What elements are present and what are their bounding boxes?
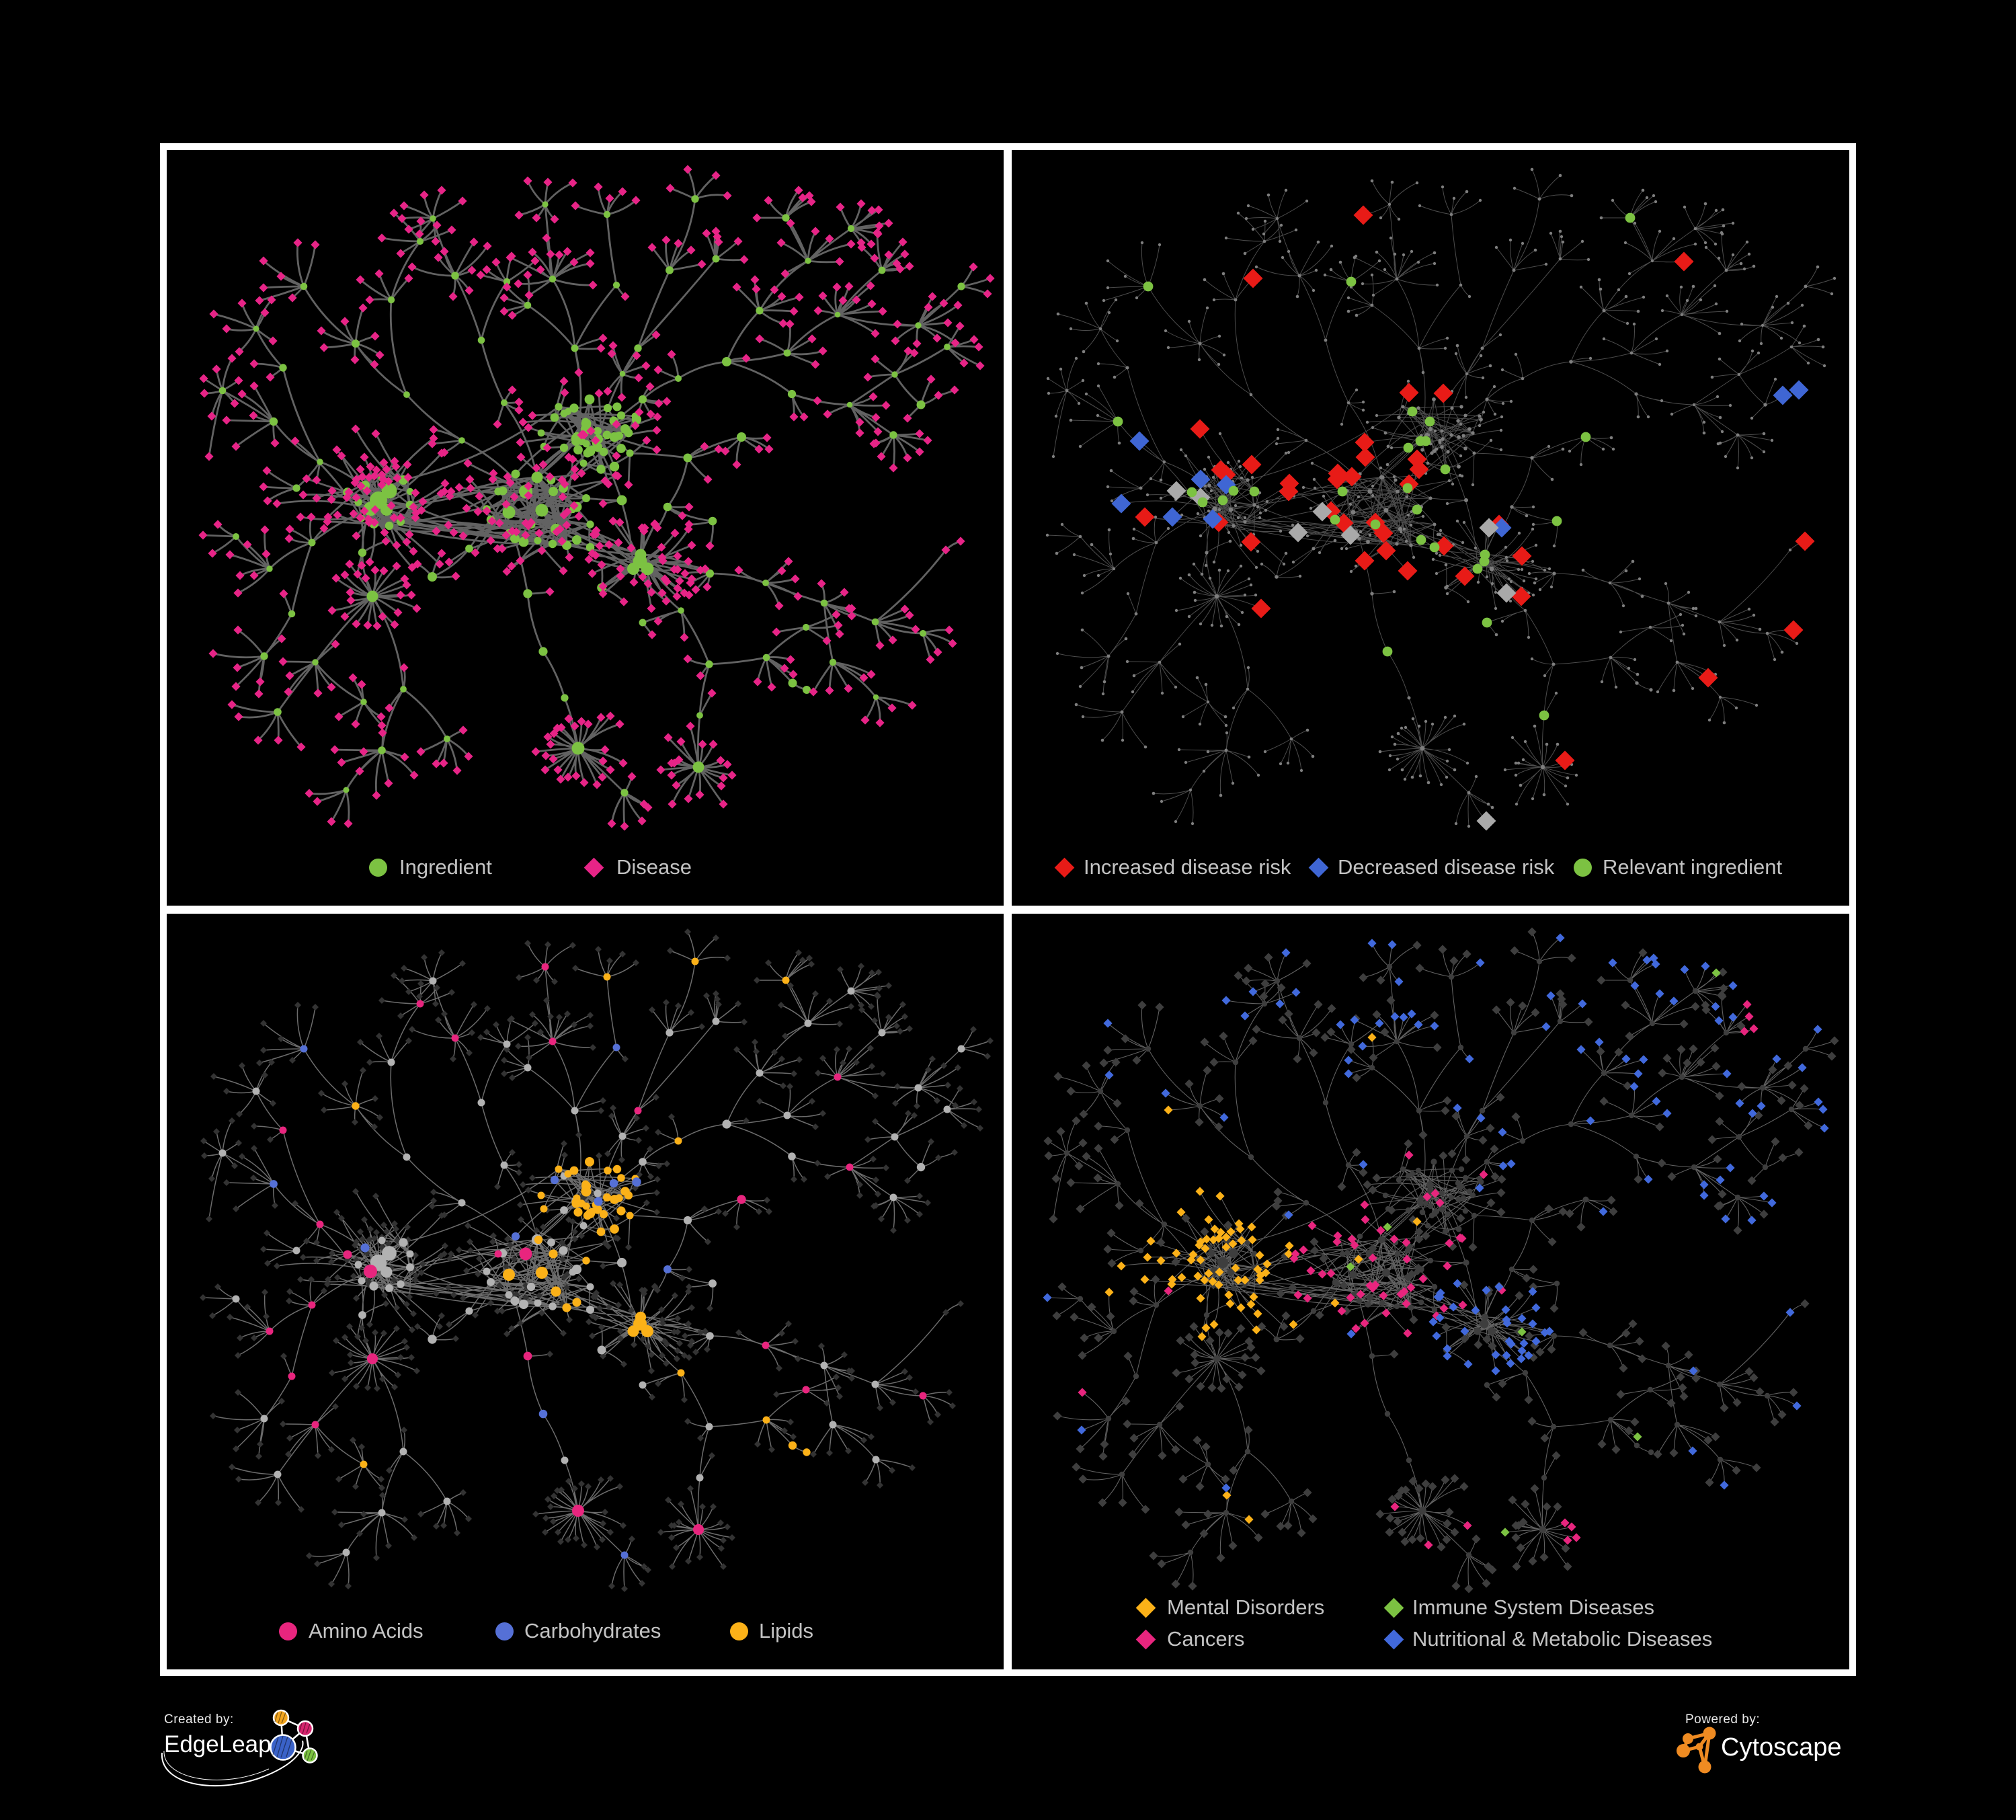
svg-text:Created by:: Created by: — [164, 1712, 234, 1727]
svg-text:Powered by:: Powered by: — [1685, 1712, 1760, 1727]
svg-text:Cytoscape: Cytoscape — [1721, 1733, 1842, 1762]
svg-text:EdgeLeap: EdgeLeap — [164, 1731, 272, 1757]
